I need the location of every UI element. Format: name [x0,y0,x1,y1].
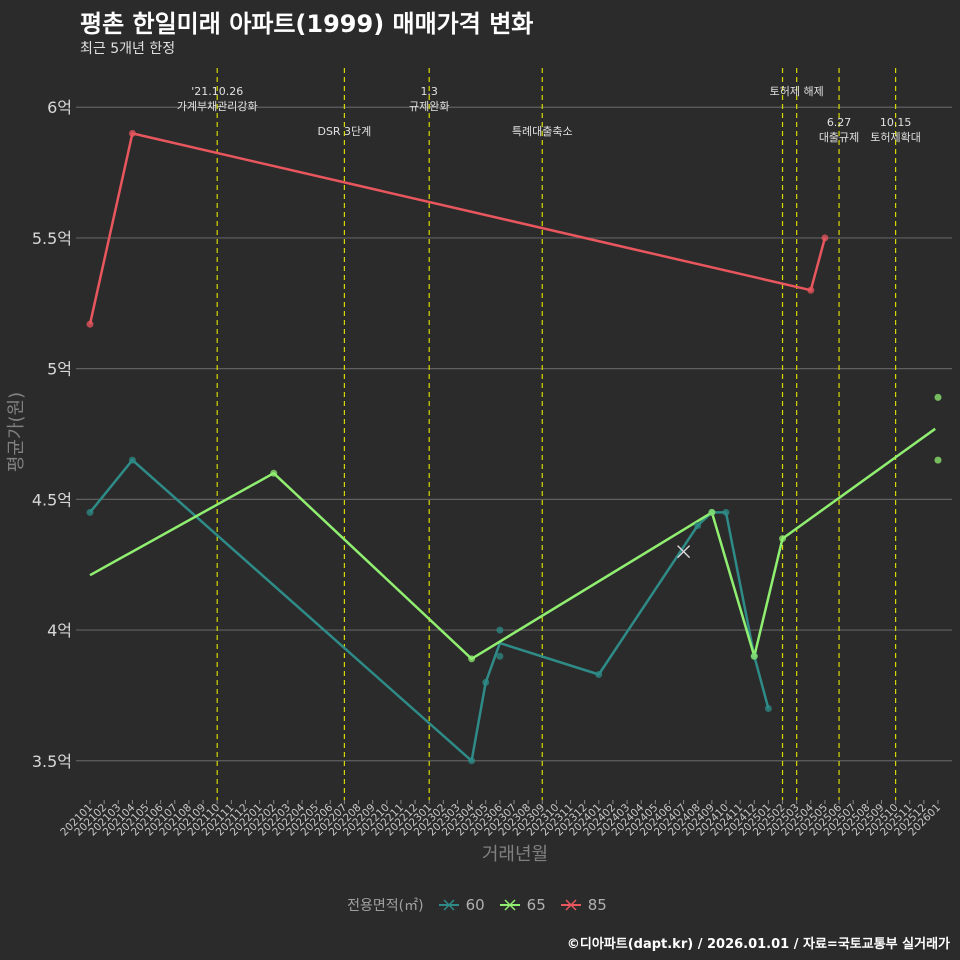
event-label: 토허제확대 [870,131,921,144]
data-point-85 [821,234,829,242]
data-point-65 [934,393,942,401]
data-point-85 [86,320,94,328]
event-label: '21.10.26 [191,85,243,98]
data-point-60 [468,757,476,765]
data-point-65 [779,535,787,543]
data-point-65 [708,508,716,516]
y-tick-label: 4.5억 [32,490,72,509]
event-label: 1.3 [420,85,438,98]
legend-label-65: 65 [526,896,546,914]
legend-title: 전용면적(㎡) [347,898,424,914]
cross-marker-stroke [677,545,691,559]
event-label: 10.15 [880,116,912,129]
y-tick-label: 5.5억 [32,229,72,248]
grid-lines [76,106,952,762]
event-label: 6.27 [827,116,852,129]
legend-item-60: 60 [438,896,485,914]
data-point-65 [270,469,278,477]
data-point-60 [482,678,490,686]
legend-key-85-icon [560,899,581,911]
y-axis-label: 평균가(원) [6,392,27,472]
series-line-85 [88,132,827,325]
event-label: 가계부채관리강화 [177,100,258,113]
x-axis: 2021012021022021032021042021052021062021… [58,800,943,838]
legend: 전용면적(㎡) 60 65 85 [0,895,960,915]
legend-label-85: 85 [587,896,607,914]
legend-item-85: 85 [560,896,607,914]
legend-item-65: 65 [499,896,546,914]
y-tick-label: 5억 [47,360,72,379]
legend-key-60-icon [438,899,459,911]
data-point-60 [694,522,702,529]
y-tick-label: 3.5억 [32,752,72,771]
data-point-65 [750,652,758,660]
data-point-60 [86,508,94,516]
y-tick-label: 6억 [47,98,72,117]
event-label: 토허제 해제 [770,84,824,98]
x-axis-label: 거래년월 [482,844,548,865]
data-point-60 [595,671,603,679]
data-point-60 [496,626,504,634]
data-point-85 [128,129,136,137]
data-point-60 [128,456,136,464]
event-label: DSR 3단계 [317,125,371,138]
event-label: 규제완화 [409,100,449,113]
legend-label-60: 60 [465,896,485,914]
data-point-65 [468,655,476,663]
y-axis: 3.5억 4억 4.5억 5억 5.5억 6억 [32,98,72,771]
data-point-60 [722,508,730,516]
series-line-65 [89,427,936,661]
event-label: 대출규제 [819,131,859,144]
data-point-65 [934,456,942,464]
source-caption: ©디아파트(dapt.kr) / 2026.01.01 / 자료=국토교통부 실… [566,937,950,952]
event-label: 특례대출축소 [512,125,573,138]
data-point-85 [807,286,815,294]
legend-key-65-icon [499,899,520,911]
chart-title: 평촌 한일미래 아파트(1999) 매매가격 변화 [80,10,534,38]
series-points [86,129,942,765]
data-point-60 [764,705,772,712]
cross-marker [677,545,691,559]
y-tick-label: 4억 [47,621,72,640]
chart-subtitle: 최근 5개년 한정 [80,41,176,57]
data-point-60 [496,652,504,660]
